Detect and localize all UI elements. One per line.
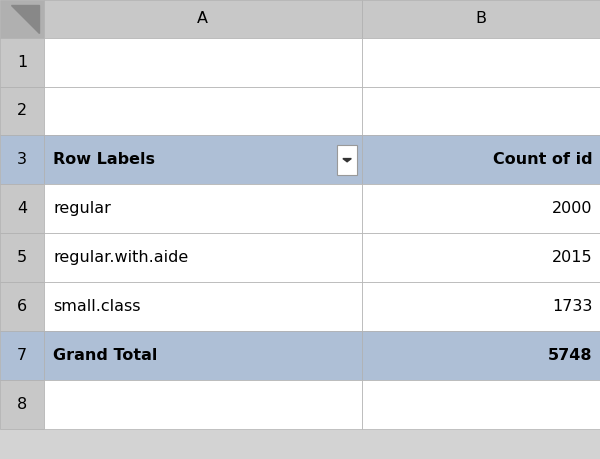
Bar [0, 282, 44, 331]
Text: Grand Total: Grand Total [53, 348, 158, 363]
Bar [44, 86, 362, 135]
Bar [0, 380, 44, 429]
Bar [0, 233, 44, 282]
Bar [362, 233, 600, 282]
Polygon shape [11, 5, 38, 33]
Text: 2015: 2015 [552, 250, 593, 265]
Bar [362, 0, 600, 38]
Bar [44, 331, 362, 380]
Bar [44, 0, 362, 38]
Bar [337, 145, 357, 175]
Bar [44, 184, 362, 233]
Bar [362, 380, 600, 429]
Text: regular: regular [53, 201, 111, 216]
Text: Row Labels: Row Labels [53, 152, 155, 168]
Text: regular.with.aide: regular.with.aide [53, 250, 188, 265]
Text: 1733: 1733 [553, 299, 593, 314]
Bar [0, 0, 44, 38]
Bar [44, 233, 362, 282]
Bar [0, 331, 44, 380]
Bar [44, 380, 362, 429]
Bar [362, 135, 600, 184]
Bar [0, 38, 44, 86]
Text: 2000: 2000 [552, 201, 593, 216]
Bar [44, 135, 362, 184]
Text: 4: 4 [17, 201, 27, 216]
Text: 6: 6 [17, 299, 27, 314]
Text: 5: 5 [17, 250, 27, 265]
Bar [362, 184, 600, 233]
Bar [44, 38, 362, 86]
Text: 5748: 5748 [548, 348, 593, 363]
Text: 3: 3 [17, 152, 27, 168]
Bar [0, 86, 44, 135]
Bar [362, 38, 600, 86]
Bar [362, 282, 600, 331]
Text: 2: 2 [17, 103, 27, 118]
Bar [0, 135, 44, 184]
Polygon shape [343, 158, 351, 162]
Text: A: A [197, 11, 208, 26]
Text: 8: 8 [17, 397, 27, 412]
Text: 7: 7 [17, 348, 27, 363]
Bar [44, 282, 362, 331]
Text: B: B [475, 11, 487, 26]
Bar [0, 184, 44, 233]
Bar [362, 331, 600, 380]
Text: 1: 1 [17, 55, 27, 70]
Text: small.class: small.class [53, 299, 141, 314]
Text: Count of id: Count of id [493, 152, 593, 168]
Bar [362, 86, 600, 135]
